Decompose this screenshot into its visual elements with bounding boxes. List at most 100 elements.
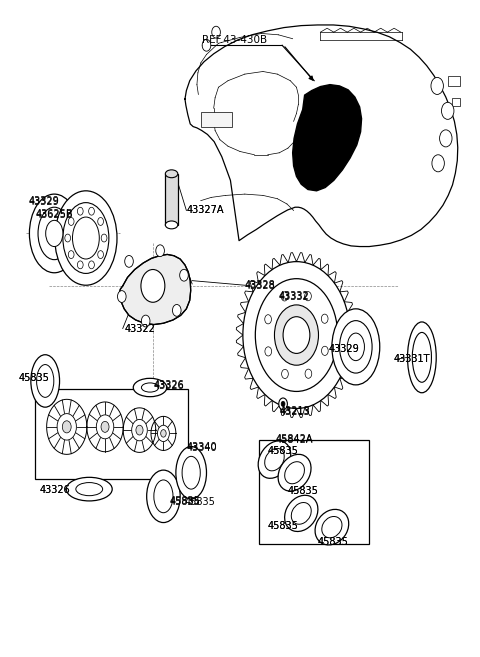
Text: 45835: 45835: [19, 373, 50, 382]
Circle shape: [265, 315, 272, 324]
Circle shape: [68, 217, 74, 225]
Ellipse shape: [278, 455, 311, 491]
Ellipse shape: [147, 470, 180, 522]
Ellipse shape: [133, 378, 167, 397]
Circle shape: [68, 251, 74, 259]
Circle shape: [212, 26, 220, 38]
Circle shape: [265, 347, 272, 356]
Ellipse shape: [339, 321, 372, 373]
Circle shape: [432, 155, 444, 172]
Ellipse shape: [264, 449, 284, 471]
Ellipse shape: [72, 217, 99, 259]
Circle shape: [96, 415, 114, 439]
Text: 45835: 45835: [268, 446, 299, 456]
Ellipse shape: [332, 309, 380, 385]
Ellipse shape: [66, 478, 112, 501]
Ellipse shape: [412, 332, 432, 382]
Bar: [448, 76, 460, 86]
Text: 43332: 43332: [278, 292, 309, 302]
Ellipse shape: [176, 447, 206, 499]
Circle shape: [65, 234, 71, 242]
Text: 43340: 43340: [186, 443, 217, 453]
Ellipse shape: [142, 383, 158, 392]
Ellipse shape: [285, 495, 318, 532]
Text: 43326: 43326: [154, 380, 185, 390]
Text: 43213: 43213: [279, 406, 310, 416]
Bar: [201, 112, 232, 127]
Circle shape: [281, 401, 285, 407]
Circle shape: [136, 425, 143, 435]
Text: 43322: 43322: [124, 323, 155, 334]
Text: 43329: 43329: [328, 344, 360, 355]
Circle shape: [281, 292, 288, 301]
Circle shape: [322, 346, 328, 355]
Circle shape: [202, 39, 211, 51]
Text: 45835: 45835: [169, 497, 200, 507]
Ellipse shape: [285, 462, 304, 484]
Circle shape: [98, 217, 104, 225]
Circle shape: [279, 398, 288, 410]
Text: 45835: 45835: [268, 522, 299, 532]
Text: 43322: 43322: [124, 323, 155, 334]
Circle shape: [255, 279, 337, 392]
Ellipse shape: [322, 516, 342, 538]
Text: 45835: 45835: [268, 522, 299, 532]
Text: 43328: 43328: [245, 281, 276, 290]
Text: 45835: 45835: [288, 486, 319, 496]
Ellipse shape: [258, 441, 291, 478]
Text: 43329: 43329: [28, 197, 59, 207]
Circle shape: [57, 414, 76, 440]
Circle shape: [172, 304, 181, 316]
Text: 45835: 45835: [318, 537, 348, 547]
Ellipse shape: [408, 322, 436, 393]
Circle shape: [132, 419, 147, 441]
Text: 43340: 43340: [186, 442, 217, 452]
Text: 43625B: 43625B: [35, 210, 73, 219]
Text: 43329: 43329: [328, 344, 360, 354]
Text: 45835: 45835: [19, 373, 50, 382]
Text: 43331T: 43331T: [393, 354, 430, 365]
Ellipse shape: [31, 355, 60, 407]
Text: 45835: 45835: [169, 496, 200, 506]
Circle shape: [156, 245, 165, 257]
Ellipse shape: [165, 221, 178, 229]
Text: 45842A: 45842A: [276, 435, 313, 445]
Text: 45835: 45835: [288, 486, 319, 496]
Circle shape: [275, 305, 319, 365]
Text: 43327A: 43327A: [186, 205, 224, 215]
Ellipse shape: [36, 365, 54, 397]
Circle shape: [101, 421, 109, 432]
Circle shape: [101, 234, 107, 242]
Text: 43331T: 43331T: [393, 353, 430, 364]
Circle shape: [161, 430, 166, 437]
Circle shape: [77, 261, 83, 269]
Bar: [35, 389, 188, 480]
Ellipse shape: [76, 483, 103, 495]
Circle shape: [440, 130, 452, 147]
Circle shape: [180, 269, 188, 281]
Text: 43329: 43329: [28, 196, 59, 206]
Text: 43326: 43326: [40, 486, 71, 495]
Ellipse shape: [154, 480, 173, 512]
Circle shape: [125, 256, 133, 267]
Circle shape: [243, 261, 350, 409]
Bar: [452, 98, 460, 106]
Circle shape: [62, 420, 71, 433]
Ellipse shape: [182, 457, 200, 489]
Ellipse shape: [291, 503, 311, 524]
Text: 43328: 43328: [245, 281, 276, 291]
Ellipse shape: [315, 509, 349, 545]
Circle shape: [305, 292, 312, 301]
Ellipse shape: [29, 194, 79, 273]
Circle shape: [98, 251, 104, 259]
Circle shape: [142, 315, 150, 327]
Circle shape: [141, 269, 165, 302]
Ellipse shape: [63, 202, 109, 273]
Circle shape: [157, 425, 169, 442]
Bar: [165, 173, 178, 225]
Ellipse shape: [347, 333, 364, 361]
Circle shape: [321, 314, 328, 323]
Text: 43213: 43213: [279, 407, 310, 417]
Circle shape: [442, 102, 454, 120]
Text: 45835: 45835: [185, 497, 216, 507]
